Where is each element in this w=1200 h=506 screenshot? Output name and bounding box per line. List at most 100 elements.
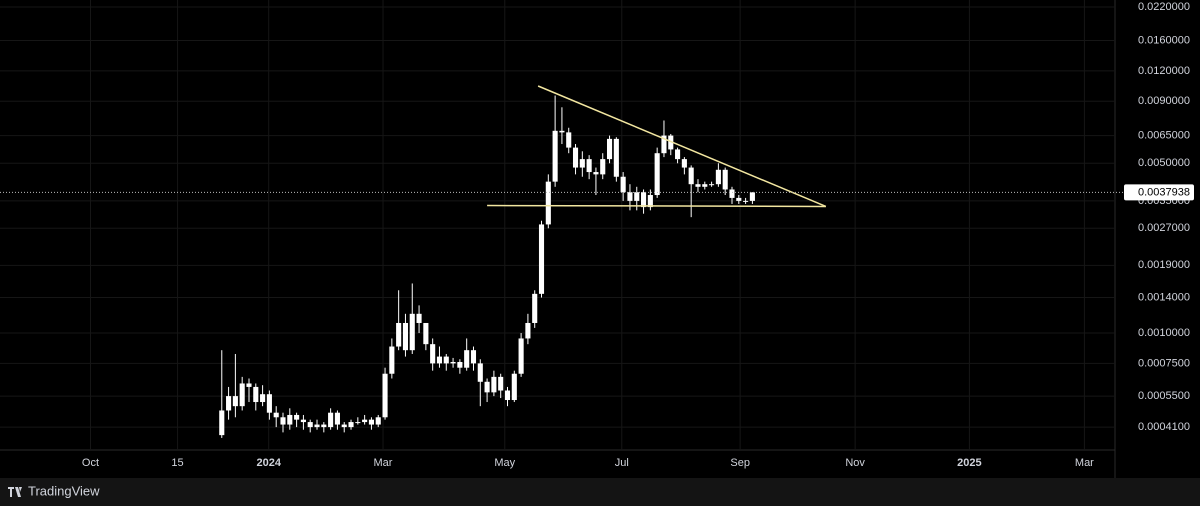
candle-body <box>232 396 238 407</box>
candle-body <box>443 356 449 364</box>
candle-body <box>681 159 687 168</box>
candle-body <box>300 419 306 423</box>
candle-body <box>559 130 565 133</box>
candle-body <box>450 361 456 364</box>
candle-body <box>294 414 300 420</box>
candle-body <box>606 138 613 160</box>
candle-body <box>382 373 388 418</box>
y-tick-label: 0.0004100 <box>1138 421 1190 433</box>
y-tick-label: 0.0090000 <box>1138 95 1190 107</box>
y-tick-label: 0.0220000 <box>1138 1 1190 13</box>
candle-body <box>586 159 592 173</box>
x-tick-label: Oct <box>82 457 99 469</box>
candle-body <box>722 169 728 190</box>
candle-body <box>470 350 477 364</box>
candle-body <box>641 192 647 208</box>
candle-body <box>688 167 694 185</box>
candle-body <box>702 184 708 187</box>
logo: TradingView <box>8 483 100 498</box>
candle-body <box>668 135 674 150</box>
candle-body <box>504 390 511 401</box>
candle-body <box>253 386 259 403</box>
candle-body <box>389 346 395 374</box>
candle-body <box>661 135 667 154</box>
x-tick-label: 15 <box>171 457 183 469</box>
candle-body <box>307 422 313 428</box>
y-tick-label: 0.0160000 <box>1138 34 1190 46</box>
candle-body <box>375 417 381 425</box>
candle-body <box>518 338 524 374</box>
candle-body <box>749 192 755 201</box>
candle-body <box>511 373 517 401</box>
candle-body <box>226 396 232 411</box>
candle-body <box>260 394 266 403</box>
last-price-box <box>1124 184 1194 201</box>
candle-body <box>266 394 272 413</box>
candle-body <box>715 169 721 185</box>
y-tick-label: 0.0010000 <box>1138 327 1190 339</box>
brand: TradingView <box>28 483 100 498</box>
candle-body <box>457 361 463 368</box>
candle-body <box>593 172 599 175</box>
candle-body <box>620 176 626 193</box>
x-tick-label: May <box>494 457 515 469</box>
candle-body <box>355 422 361 424</box>
candle-body <box>314 424 320 428</box>
candle-body <box>545 181 551 225</box>
candle-body <box>348 422 354 428</box>
candle-body <box>287 414 293 425</box>
candle-body <box>572 147 579 168</box>
candle-body <box>409 313 415 351</box>
candle-body <box>273 412 279 418</box>
x-tick-label: Sep <box>730 457 750 469</box>
x-tick-label: Nov <box>845 457 865 469</box>
candle-body <box>709 184 715 186</box>
candle-body <box>321 424 327 428</box>
candle-body <box>416 313 422 323</box>
candle-body <box>328 412 334 428</box>
candle-body <box>464 350 470 368</box>
trend-line <box>487 204 826 208</box>
candle-body <box>743 200 749 202</box>
x-tick-label: Jul <box>615 457 629 469</box>
candle-body <box>436 356 443 364</box>
candle-body <box>484 381 490 393</box>
candle-body <box>239 383 245 407</box>
candle-body <box>219 410 225 436</box>
candle-body <box>552 130 558 182</box>
y-tick-label: 0.0027000 <box>1138 222 1190 234</box>
candle-body <box>368 419 374 425</box>
y-tick-label: 0.0050000 <box>1138 157 1190 169</box>
candle-body <box>613 138 619 177</box>
candle-body <box>423 322 429 345</box>
y-tick-label: 0.0007500 <box>1138 357 1190 369</box>
candle-body <box>729 189 735 198</box>
trend-line <box>537 85 827 208</box>
candle-body <box>246 383 252 387</box>
candle-body <box>341 424 347 428</box>
candle-body <box>396 322 402 347</box>
candle-body <box>695 184 701 187</box>
candle-body <box>627 192 633 201</box>
footer <box>0 478 1200 506</box>
y-tick-label: 0.0120000 <box>1138 65 1190 77</box>
candle-body <box>280 417 286 425</box>
candle-body <box>532 293 538 323</box>
x-tick-label: 2025 <box>957 457 981 469</box>
candle-body <box>525 322 531 339</box>
y-tick-label: 0.0014000 <box>1138 291 1190 303</box>
logo-icon <box>8 487 22 497</box>
candle-body <box>402 322 409 351</box>
x-tick-label: Mar <box>1075 457 1094 469</box>
y-tick-label: 0.0019000 <box>1138 259 1190 271</box>
candle-body <box>634 192 640 201</box>
candle-body <box>600 159 606 175</box>
candle-body <box>579 159 585 168</box>
y-tick-label: 0.0005500 <box>1138 390 1190 402</box>
candle-body <box>491 376 497 393</box>
x-tick-label: 2024 <box>256 457 281 469</box>
candle-body <box>430 344 436 364</box>
candle-body <box>647 195 653 208</box>
